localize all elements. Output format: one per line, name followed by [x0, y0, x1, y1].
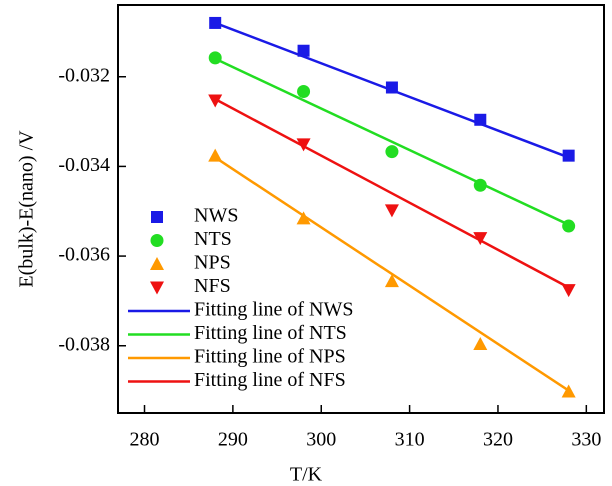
legend-label: Fitting line of NTS — [194, 322, 347, 344]
legend-swatch — [151, 211, 163, 223]
x-tick-label: 330 — [571, 429, 601, 451]
x-tick-label: 300 — [306, 429, 336, 451]
point — [473, 178, 487, 192]
x-tick-label: 280 — [130, 429, 160, 451]
legend-label: NTS — [194, 228, 232, 250]
point — [474, 113, 487, 126]
y-tick-label: -0.034 — [58, 154, 110, 176]
point — [297, 85, 311, 99]
point — [296, 138, 311, 152]
x-tick-label: 310 — [395, 429, 425, 451]
fit-line — [214, 156, 570, 392]
legend-label: NFS — [194, 275, 231, 297]
plot-frame — [117, 4, 605, 414]
legend-label: Fitting line of NFS — [194, 369, 346, 391]
point — [561, 384, 576, 398]
point — [208, 94, 223, 108]
legend-label: Fitting line of NPS — [194, 346, 346, 368]
legend-swatch — [150, 234, 164, 247]
point — [561, 284, 576, 298]
point — [385, 81, 398, 94]
point — [297, 44, 310, 57]
legend-swatch — [150, 281, 164, 295]
legend-label: Fitting line of NWS — [194, 299, 353, 321]
point — [562, 149, 575, 162]
point — [209, 16, 222, 29]
point — [473, 232, 488, 246]
point — [208, 51, 222, 65]
y-tick-label: -0.032 — [58, 64, 110, 86]
x-tick-label: 320 — [483, 429, 513, 451]
point — [473, 336, 488, 350]
point — [296, 211, 311, 225]
point — [384, 204, 399, 218]
x-tick-label: 290 — [218, 429, 248, 451]
y-tick-label: -0.038 — [58, 333, 110, 355]
fit-line — [214, 98, 570, 289]
fit-line — [214, 57, 570, 226]
legend-label: NWS — [194, 205, 238, 227]
point — [384, 274, 399, 288]
x-axis-label: T/K — [290, 464, 323, 486]
point — [208, 148, 223, 162]
legend-swatch — [150, 257, 164, 270]
point — [562, 219, 576, 233]
point — [385, 145, 399, 159]
legend-label: NPS — [194, 252, 231, 274]
y-tick-label: -0.036 — [58, 244, 110, 266]
y-axis-label: E(bulk)-E(nano) /V — [16, 130, 38, 288]
